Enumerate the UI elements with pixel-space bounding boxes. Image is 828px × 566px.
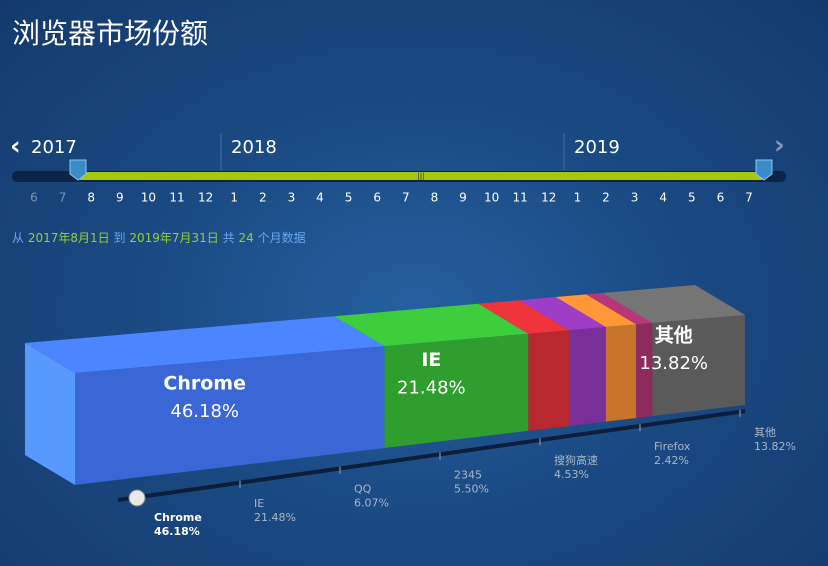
range-text: 从 2017年8月1日 到 2019年7月31日 共 24 个月数据 [12, 229, 306, 246]
segment-value: 13.82% [639, 353, 708, 374]
segment [75, 346, 385, 485]
segment-side [25, 343, 75, 485]
segment-name: 其他 [655, 323, 693, 346]
segment [652, 315, 745, 417]
month-label: 12 [198, 191, 213, 205]
category-value: 2.42% [654, 454, 689, 467]
segment-top [518, 297, 606, 331]
category-label: Chrome [154, 511, 202, 524]
segment [528, 330, 569, 431]
month-label: 9 [116, 191, 124, 205]
range-count: 24 [238, 231, 254, 245]
category-label: 其他 [754, 426, 776, 439]
category-label: 2345 [454, 468, 482, 481]
month-label: 8 [431, 191, 439, 205]
grip: ||| [417, 172, 425, 181]
segment-top [555, 294, 637, 328]
category-value: 4.53% [554, 468, 589, 481]
next-arrow[interactable]: › [774, 131, 785, 161]
range-unit: 个月数据 [257, 231, 306, 245]
segment-top [25, 316, 385, 373]
slider-knob[interactable] [128, 489, 146, 507]
segment [605, 324, 637, 422]
month-label: 10 [141, 191, 156, 205]
month-label: 11 [513, 191, 528, 205]
month-label: 3 [288, 191, 296, 205]
segment [636, 323, 653, 418]
month-label: 6 [373, 191, 381, 205]
category-value: 21.48% [254, 511, 296, 524]
segment-name: IE [421, 349, 441, 371]
page-title: 浏览器市场份额 [12, 17, 209, 50]
month-label: 11 [169, 191, 184, 205]
segment-value: 46.18% [170, 401, 239, 422]
category-label: 搜狗高速 [554, 453, 598, 467]
month-label: 7 [402, 191, 410, 205]
handle-right[interactable] [755, 159, 773, 181]
range-start: 2017年8月1日 [27, 231, 110, 245]
month-label: 4 [659, 191, 667, 205]
range-end: 2019年7月31日 [129, 231, 219, 245]
segment [568, 327, 606, 427]
segment-top [586, 293, 653, 325]
month-label: 4 [316, 191, 324, 205]
year-label: 2019 [574, 137, 620, 158]
year-label: 2018 [231, 137, 277, 158]
month-label: 5 [688, 191, 696, 205]
segment [384, 333, 529, 449]
category-label: IE [254, 497, 264, 510]
range-total: 共 [222, 231, 235, 245]
segment-top [478, 300, 569, 334]
category-value: 13.82% [754, 440, 796, 453]
month-label: 5 [345, 191, 353, 205]
range-from: 从 [12, 231, 25, 245]
month-label: 6 [717, 191, 725, 205]
stacked-bar: Chrome 46.18% IE 21.48% 其他 13.82% [25, 285, 745, 485]
month-label: 2 [259, 191, 267, 205]
month-label: 6 [30, 191, 38, 205]
year-label: 2017 [31, 137, 77, 158]
month-label: 10 [484, 191, 499, 205]
category-label: QQ [354, 483, 372, 496]
segment-value: 21.48% [397, 378, 466, 399]
prev-arrow[interactable]: ‹ [10, 132, 21, 162]
month-label: 7 [745, 191, 753, 205]
month-label: 1 [574, 191, 582, 205]
handle-left[interactable] [69, 159, 87, 181]
month-label: 3 [631, 191, 639, 205]
category-value: 5.50% [454, 482, 489, 495]
segment-name: Chrome [163, 373, 246, 395]
segment-top [334, 303, 529, 347]
month-label: 2 [602, 191, 610, 205]
category-label: Firefox [654, 440, 691, 453]
month-label: 7 [59, 191, 67, 205]
category-value: 6.07% [354, 497, 389, 510]
category-value: 46.18% [154, 525, 200, 538]
track-range[interactable] [78, 172, 764, 180]
range-to: 到 [113, 231, 126, 245]
month-label: 12 [541, 191, 556, 205]
month-label: 1 [230, 191, 238, 205]
month-label: 9 [459, 191, 467, 205]
segment-top [602, 285, 745, 324]
month-label: 8 [87, 191, 95, 205]
